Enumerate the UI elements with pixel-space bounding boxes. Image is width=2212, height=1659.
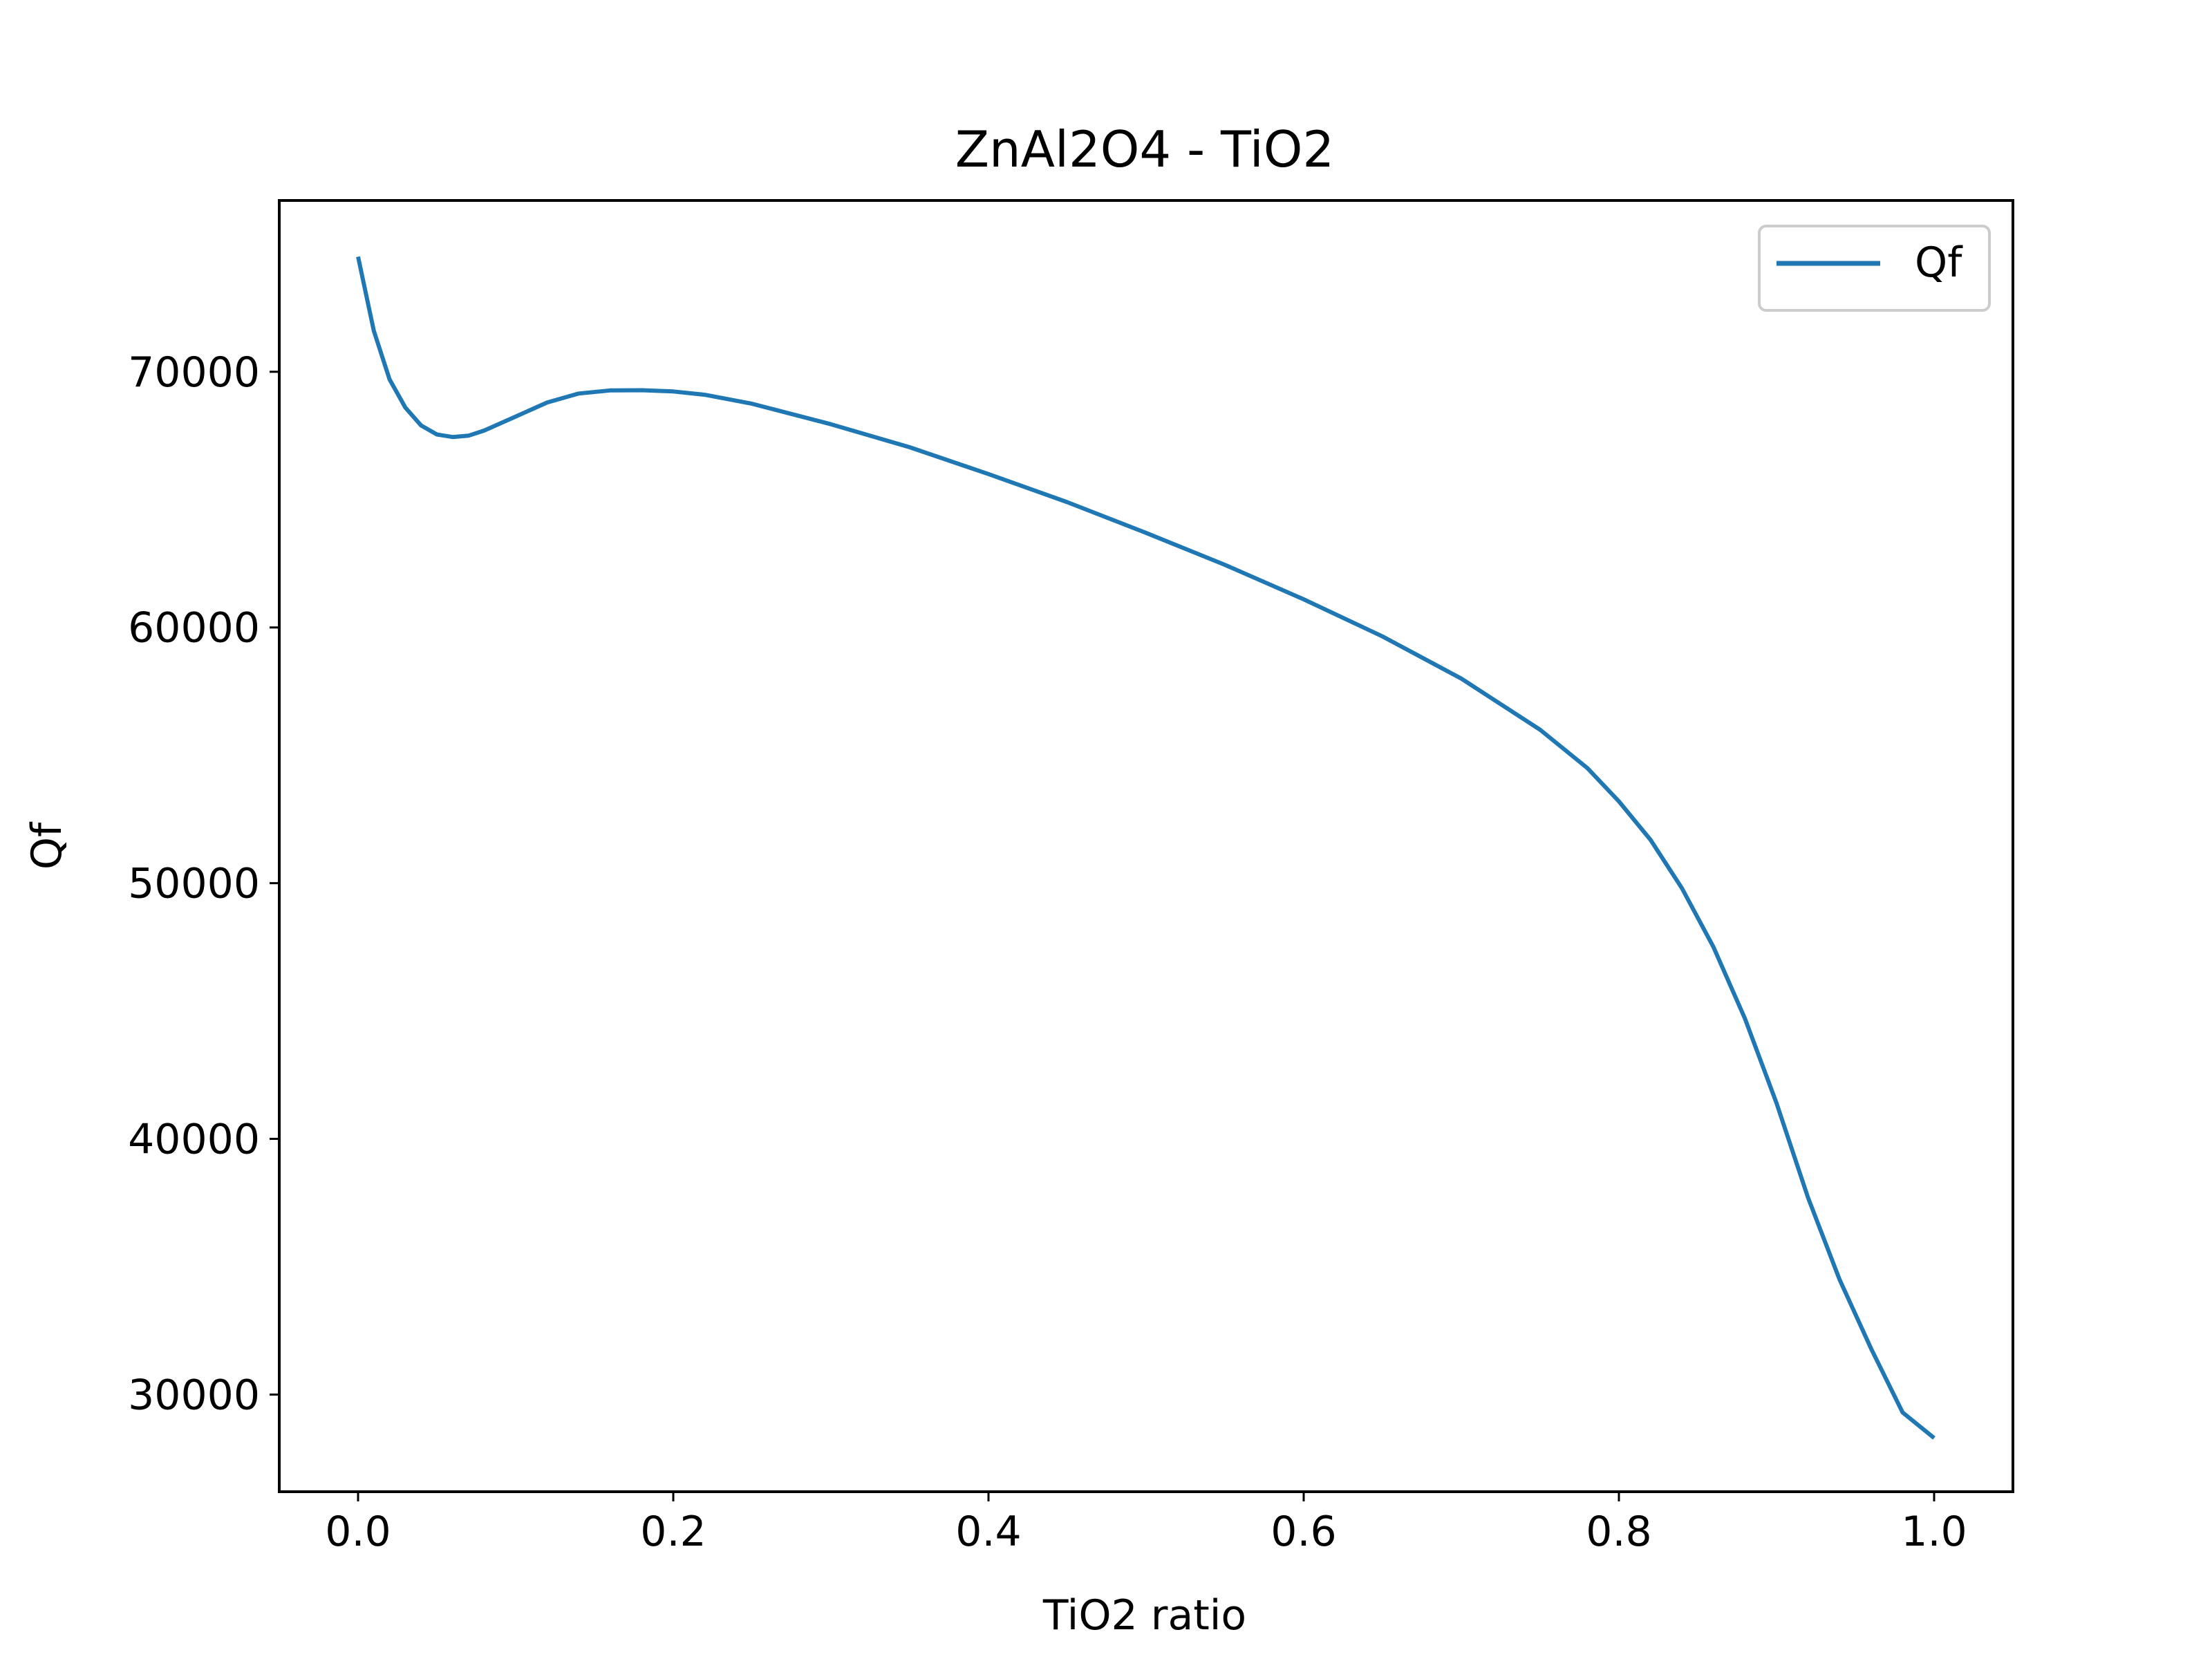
x-tick-label: 0.0 — [325, 1508, 391, 1556]
legend: Qf — [1758, 225, 1991, 312]
legend-label-qf: Qf — [1915, 238, 1963, 287]
y-axis-label: Qf — [23, 821, 71, 870]
series-line-qf — [356, 256, 1936, 1440]
plot-area — [356, 256, 1936, 1440]
x-tick-label: 0.8 — [1586, 1508, 1651, 1556]
x-tick-label: 0.4 — [955, 1508, 1021, 1556]
x-tick-label: 0.2 — [640, 1508, 706, 1556]
y-tick-label: 40000 — [128, 1116, 260, 1164]
x-tick-label: 0.6 — [1271, 1508, 1336, 1556]
plot-frame — [278, 199, 2014, 1493]
y-tick-label: 60000 — [128, 604, 260, 653]
y-tick-label: 70000 — [128, 348, 260, 397]
x-axis: 0.0 0.2 0.4 0.6 0.8 1.0 — [325, 1492, 1967, 1556]
x-tick-label: 1.0 — [1901, 1508, 1967, 1556]
y-axis: 30000 40000 50000 60000 70000 — [128, 348, 279, 1419]
y-tick-label: 30000 — [128, 1371, 260, 1419]
y-tick-label: 50000 — [128, 860, 260, 908]
chart-title: ZnAl2O4 - TiO2 — [955, 120, 1335, 178]
legend-box — [1758, 225, 1991, 312]
x-axis-label: TiO2 ratio — [1042, 1591, 1246, 1640]
